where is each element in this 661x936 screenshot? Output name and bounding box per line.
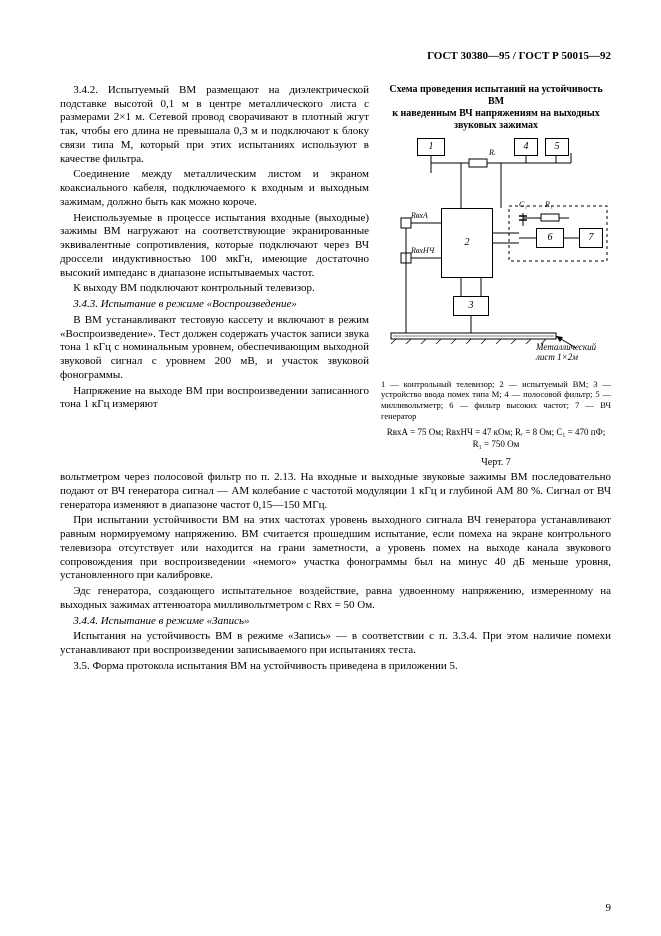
paragraph-heading-343: 3.4.3. Испытание в режиме «Воспроизведе­…: [60, 298, 369, 312]
diagram-block-5: 5: [545, 138, 569, 156]
diagram-block-3: 3: [453, 296, 489, 316]
diagram: 1 2 3 4 5 6 7 Rᵣ RвхА RвхНЧ C₁ R₁ Металл…: [381, 138, 611, 373]
diagram-block-7: 7: [579, 228, 603, 248]
paragraph: 3.5. Форма протокола испытания ВМ на уст…: [60, 660, 611, 674]
diagram-block-1: 1: [417, 138, 445, 156]
paragraph: Напряжение на выходе ВМ при воспроиз­вед…: [60, 385, 369, 413]
label-RvxA: RвхА: [411, 211, 428, 221]
formula-line: RвхА = 75 Ом; RвхНЧ = 47 кОм; Rᵣ = 8 Ом;…: [387, 427, 606, 437]
paragraph: Соединение между металлическим листом и …: [60, 168, 369, 209]
diagram-note: Металлический лист 1×2м: [536, 343, 611, 363]
right-column: Схема проведения испытаний на устойчивос…: [381, 84, 611, 469]
two-column-content: 3.4.2. Испытуемый ВМ размещают на ди­эле…: [60, 84, 611, 469]
diagram-block-4: 4: [514, 138, 538, 156]
diagram-title: Схема проведения испытаний на устойчивос…: [381, 84, 611, 132]
header-standard-code: ГОСТ 30380—95 / ГОСТ Р 50015—92: [60, 50, 611, 64]
label-Rr: Rᵣ: [489, 148, 496, 158]
diagram-legend: 1 — контрольный телевизор; 2 — испытуемы…: [381, 379, 611, 422]
paragraph: При испытании устойчивости ВМ на этих ча…: [60, 514, 611, 583]
paragraph: вольтметром через полосовой фильтр по п.…: [60, 471, 611, 512]
formula-line: R₁ = 750 Ом: [473, 439, 520, 449]
label-RvxHCh: RвхНЧ: [411, 246, 434, 256]
page-number: 9: [606, 902, 612, 916]
left-column: 3.4.2. Испытуемый ВМ размещают на ди­эле…: [60, 84, 369, 469]
diagram-title-line: к наведенным ВЧ напряжениям на выходных: [392, 108, 599, 119]
full-width-content: вольтметром через полосовой фильтр по п.…: [60, 471, 611, 674]
label-R1: R₁: [545, 200, 553, 210]
diagram-title-line: звуковых зажимах: [454, 120, 538, 131]
paragraph: 3.4.2. Испытуемый ВМ размещают на ди­эле…: [60, 84, 369, 167]
label-C1: C₁: [519, 200, 527, 210]
paragraph-heading-344: 3.4.4. Испытание в режиме «Запись»: [60, 615, 611, 629]
paragraph: К выходу ВМ подключают контрольный телев…: [60, 282, 369, 296]
paragraph: Эдс генератора, создающего испытательное…: [60, 585, 611, 613]
paragraph: В ВМ устанавливают тестовую кассету и вк…: [60, 314, 369, 383]
paragraph: Неиспользуемые в процессе испытания вход…: [60, 212, 369, 281]
figure-label: Черт. 7: [381, 457, 611, 470]
paragraph: Испытания на устойчивость ВМ в режиме «З…: [60, 630, 611, 658]
diagram-title-line: Схема проведения испытаний на устойчивос…: [389, 84, 602, 107]
page: ГОСТ 30380—95 / ГОСТ Р 50015—92 3.4.2. И…: [0, 0, 661, 936]
diagram-block-6: 6: [536, 228, 564, 248]
diagram-block-2: 2: [441, 208, 493, 278]
diagram-formula: RвхА = 75 Ом; RвхНЧ = 47 кОм; Rᵣ = 8 Ом;…: [381, 427, 611, 450]
